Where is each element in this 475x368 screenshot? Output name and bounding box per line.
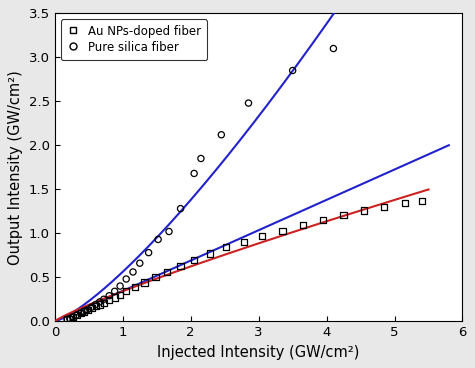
Point <box>77 310 85 316</box>
Point <box>258 233 266 239</box>
Point <box>88 305 95 311</box>
Point <box>136 260 143 266</box>
Point <box>63 316 71 322</box>
Point <box>340 212 347 218</box>
Point <box>222 244 230 250</box>
Point <box>69 314 77 320</box>
Point <box>131 284 139 290</box>
Point <box>105 293 113 299</box>
Point <box>100 300 107 306</box>
Point <box>360 208 368 213</box>
Point <box>92 302 99 308</box>
Point <box>63 316 71 322</box>
Point <box>279 228 286 234</box>
Point <box>96 299 104 305</box>
Y-axis label: Output Intensity (GW/cm²): Output Intensity (GW/cm²) <box>9 70 23 265</box>
Point <box>123 276 130 282</box>
Point <box>84 307 91 313</box>
Point <box>92 303 99 309</box>
Point <box>319 217 327 223</box>
Point <box>401 201 408 206</box>
Point <box>105 297 113 303</box>
Point <box>152 274 159 280</box>
Point <box>66 316 74 322</box>
Point <box>218 132 225 138</box>
Point <box>154 237 162 243</box>
Point <box>100 296 107 302</box>
Legend: Au NPs-doped fiber, Pure silica fiber: Au NPs-doped fiber, Pure silica fiber <box>61 19 207 60</box>
Point <box>206 251 214 256</box>
Point <box>163 269 171 275</box>
Point <box>289 68 296 74</box>
Point <box>96 302 104 308</box>
Point <box>69 314 77 320</box>
Point <box>129 269 137 275</box>
Point <box>197 156 205 162</box>
Point <box>165 229 173 234</box>
Point <box>145 250 152 255</box>
Point <box>245 100 252 106</box>
X-axis label: Injected Intensity (GW/cm²): Injected Intensity (GW/cm²) <box>158 345 360 360</box>
Point <box>111 294 118 300</box>
Point <box>73 312 80 318</box>
Point <box>380 204 388 210</box>
Point <box>80 309 88 315</box>
Point <box>190 257 198 263</box>
Point <box>111 289 118 294</box>
Point <box>80 309 88 315</box>
Point <box>123 289 130 294</box>
Point <box>88 304 95 310</box>
Point <box>116 283 124 289</box>
Point <box>330 46 337 52</box>
Point <box>240 239 247 245</box>
Point <box>141 280 148 286</box>
Point <box>299 222 307 228</box>
Point <box>190 170 198 176</box>
Point <box>73 312 80 318</box>
Point <box>418 198 426 204</box>
Point <box>77 310 85 316</box>
Point <box>84 307 91 313</box>
Point <box>177 263 184 269</box>
Point <box>116 292 124 298</box>
Point <box>66 316 74 322</box>
Point <box>177 206 184 212</box>
